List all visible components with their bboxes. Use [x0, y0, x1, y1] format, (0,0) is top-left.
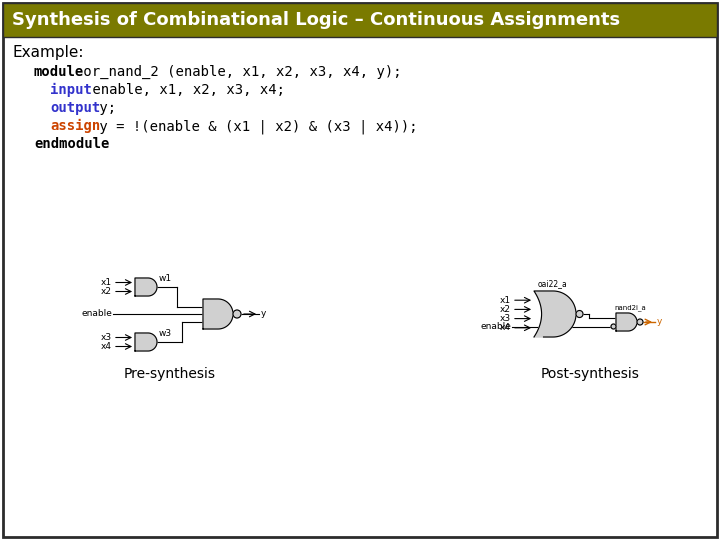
Text: x1: x1: [500, 296, 511, 305]
Text: assign: assign: [50, 119, 100, 133]
Polygon shape: [135, 333, 157, 351]
Text: Pre-synthesis: Pre-synthesis: [124, 367, 216, 381]
Text: oai22_a: oai22_a: [538, 279, 568, 288]
Circle shape: [637, 319, 643, 325]
Text: x2: x2: [500, 305, 511, 314]
Text: Post-synthesis: Post-synthesis: [541, 367, 639, 381]
Text: x3: x3: [500, 314, 511, 323]
Text: or_nand_2 (enable, x1, x2, x3, x4, y);: or_nand_2 (enable, x1, x2, x3, x4, y);: [75, 65, 402, 79]
Text: enable, x1, x2, x3, x4;: enable, x1, x2, x3, x4;: [84, 83, 285, 97]
Polygon shape: [616, 313, 637, 331]
Text: y = !(enable & (x1 | x2) & (x3 | x4));: y = !(enable & (x1 | x2) & (x3 | x4));: [91, 119, 418, 133]
Text: y;: y;: [91, 101, 116, 115]
Text: Synthesis of Combinational Logic – Continuous Assignments: Synthesis of Combinational Logic – Conti…: [12, 11, 620, 29]
Text: Example:: Example:: [12, 45, 84, 60]
Text: x1: x1: [101, 278, 112, 287]
Text: x4: x4: [500, 323, 511, 332]
Text: x4: x4: [101, 342, 112, 351]
Text: module: module: [34, 65, 84, 79]
Text: w1: w1: [159, 274, 172, 283]
Text: input: input: [50, 83, 92, 97]
FancyBboxPatch shape: [3, 3, 717, 37]
Text: enable: enable: [81, 309, 112, 319]
Polygon shape: [534, 291, 576, 337]
Circle shape: [611, 324, 616, 329]
Circle shape: [576, 310, 583, 318]
Text: w3: w3: [159, 329, 172, 338]
Text: output: output: [50, 101, 100, 115]
FancyBboxPatch shape: [3, 3, 717, 537]
Text: enable: enable: [480, 322, 511, 331]
Polygon shape: [135, 278, 157, 296]
Text: nand2i_a: nand2i_a: [614, 304, 646, 311]
Text: endmodule: endmodule: [34, 137, 109, 151]
Text: y: y: [657, 318, 662, 327]
Text: x3: x3: [101, 333, 112, 342]
Text: x2: x2: [101, 287, 112, 296]
Text: y: y: [261, 309, 266, 319]
Polygon shape: [203, 299, 233, 329]
Circle shape: [233, 310, 241, 318]
